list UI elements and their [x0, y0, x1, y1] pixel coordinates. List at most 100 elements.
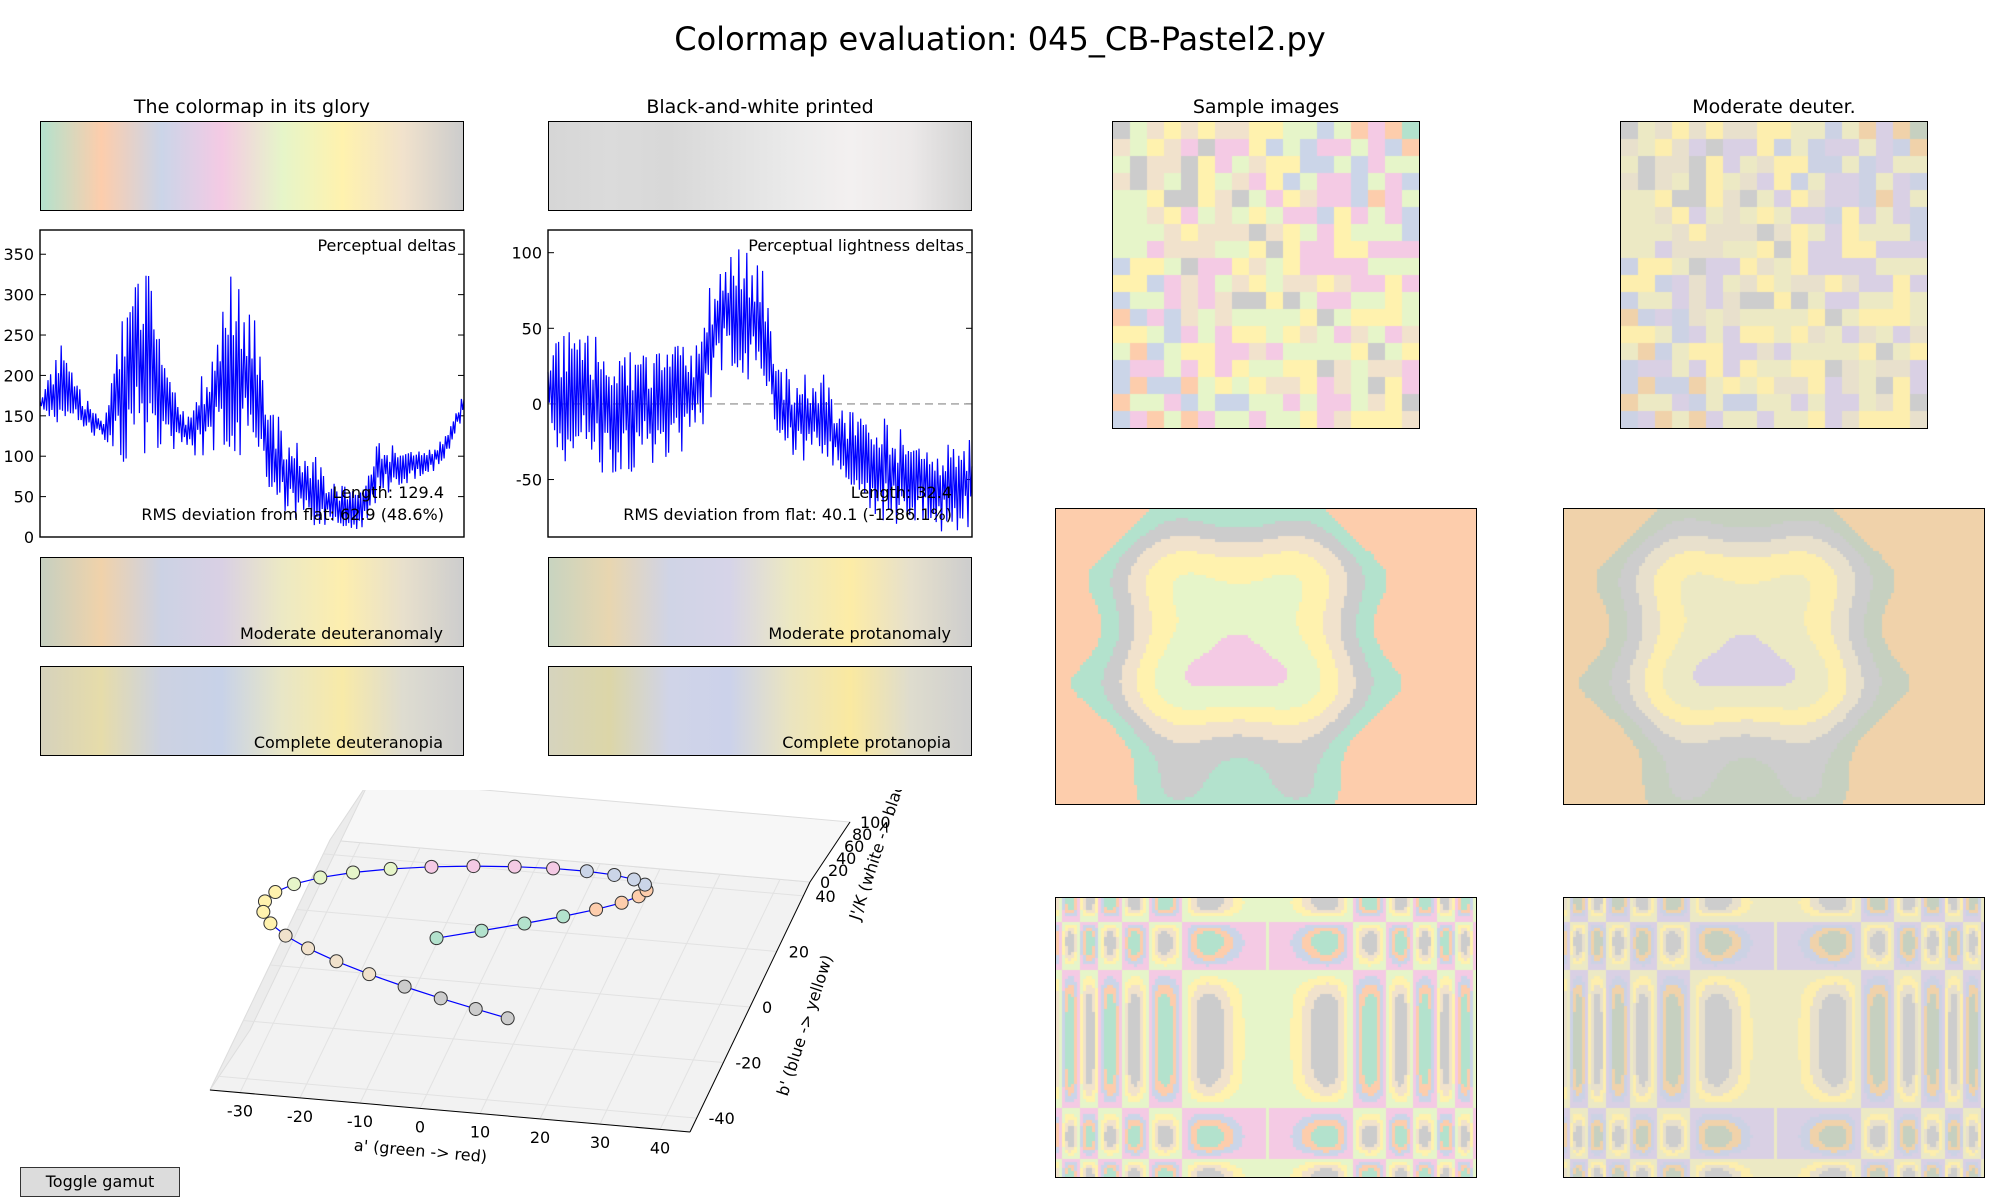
tick-label: 0 — [24, 528, 34, 547]
toggle-gamut-button[interactable]: Toggle gamut — [20, 1167, 180, 1197]
panel-title-deuter: Moderate deuter. — [1692, 96, 1856, 118]
annotation-length: Length: 32.4 — [851, 483, 952, 502]
sample-image-wave-deuter — [1563, 897, 1985, 1178]
x-axis-label: a' (green -> red) — [353, 1136, 488, 1167]
moderate-deuteranomaly-strip: Moderate deuteranomaly — [40, 557, 464, 647]
moderate-protanomaly-strip: Moderate protanomaly — [548, 557, 972, 647]
tick-label: 60 — [844, 837, 864, 856]
gamut-point — [346, 865, 361, 880]
tick-label: 50 — [522, 319, 542, 338]
gamut-point — [383, 861, 398, 876]
tick-label: 40 — [650, 1138, 670, 1157]
complete-deuteranopia-strip: Complete deuteranopia — [40, 666, 464, 756]
colormap-strip — [40, 121, 464, 211]
gamut-3d-chart: -30 -20 -10 0 10 20 30 40-40-200204002040608010… — [209, 790, 912, 1167]
tick-label: -10 — [347, 1112, 373, 1131]
gamut-point — [579, 864, 594, 879]
gamut-point — [589, 902, 604, 917]
strip-label: Moderate protanomaly — [768, 624, 951, 643]
gamut-point — [546, 861, 561, 876]
annotation-length: Length: 129.4 — [333, 483, 444, 502]
tick-label: -40 — [709, 1109, 735, 1128]
gamut-point — [301, 941, 316, 956]
tick-label: 250 — [3, 326, 34, 345]
gamut-point — [429, 931, 444, 946]
tick-label: -20 — [735, 1054, 761, 1073]
tick-label: -20 — [287, 1107, 313, 1126]
tick-label: 10 — [470, 1123, 490, 1142]
tick-label: 100 — [511, 244, 542, 263]
tick-label: 300 — [3, 286, 34, 305]
tick-label: 350 — [3, 245, 34, 264]
gamut-point — [614, 895, 629, 910]
tick-label: 150 — [3, 407, 34, 426]
wave-canvas — [1564, 898, 1984, 1177]
panel-title-bw: Black-and-white printed — [646, 96, 874, 118]
annotation-rms: RMS deviation from flat: 40.1 (-1286.1%) — [623, 505, 952, 524]
tick-label: 100 — [860, 813, 891, 832]
gamut-point — [517, 916, 532, 931]
panel-title-glory: The colormap in its glory — [133, 96, 371, 118]
lightness-deltas-chart: -50 0 50 100 Perceptual lightness deltas Leng… — [511, 229, 973, 538]
gamut-point — [466, 859, 481, 874]
sample-image-pixel-deuter — [1620, 121, 1928, 429]
annotation-rms: RMS deviation from flat: 62.9 (48.6%) — [141, 505, 444, 524]
tick-label: 80 — [852, 825, 872, 844]
tick-label: 0 — [532, 395, 542, 414]
tick-label: 40 — [836, 849, 856, 868]
sample-image-wave-original — [1055, 897, 1477, 1178]
plot-frame — [39, 229, 465, 538]
complete-protanopia-strip: Complete protanopia — [548, 666, 972, 756]
wave-canvas — [1056, 898, 1476, 1177]
delta-series-line — [547, 249, 973, 532]
gamut-point — [507, 859, 522, 874]
ring-canvas — [1564, 509, 1984, 804]
sample-image-ring-original — [1055, 508, 1477, 805]
delta-series-line — [39, 275, 465, 530]
strip-label: Complete protanopia — [782, 733, 951, 752]
pixel-canvas — [1621, 122, 1927, 428]
gamut-point — [474, 923, 489, 938]
figure-title: Colormap evaluation: 045_CB-Pastel2.py — [674, 20, 1326, 58]
gamut-point — [433, 991, 448, 1006]
gamut-point — [362, 967, 377, 982]
tick-label: 0 — [762, 998, 772, 1017]
plot-frame — [547, 229, 973, 538]
tick-label: 20 — [789, 942, 809, 961]
tick-label: 0 — [820, 873, 830, 892]
gamut-point — [287, 877, 302, 892]
panel-title-samples: Sample images — [1192, 96, 1340, 118]
pixel-canvas — [1113, 122, 1419, 428]
tick-label: 30 — [590, 1133, 610, 1152]
tick-label: 200 — [3, 366, 34, 385]
tick-label: 50 — [14, 488, 34, 507]
gamut-point — [556, 909, 571, 924]
tick-label: -30 — [227, 1102, 253, 1121]
gamut-point — [278, 928, 293, 943]
tick-label: -50 — [516, 471, 542, 490]
tick-label: 20 — [828, 861, 848, 880]
gamut-point — [256, 904, 271, 919]
gamut-point — [313, 870, 328, 885]
annotation-top: Perceptual lightness deltas — [748, 236, 964, 255]
gamut-point — [500, 1011, 515, 1026]
tick-label: 20 — [530, 1128, 550, 1147]
gamut-point — [468, 1001, 483, 1016]
gamut-point — [268, 885, 283, 900]
strip-label: Moderate deuteranomaly — [239, 624, 443, 643]
gamut-point — [607, 867, 622, 882]
y-axis-label: b' (blue -> yellow) — [773, 952, 837, 1098]
gamut-point — [397, 979, 412, 994]
bw-strip — [548, 121, 972, 211]
gamut-point — [424, 859, 439, 874]
perceptual-deltas-chart: 0 50 100 150 200 250 300 350 Perceptual deltas Le… — [3, 229, 465, 547]
sample-image-ring-deuter — [1563, 508, 1985, 805]
gamut-point — [263, 916, 278, 931]
tick-label: 0 — [415, 1117, 425, 1136]
tick-label: 100 — [3, 447, 34, 466]
strip-label: Complete deuteranopia — [253, 733, 443, 752]
tick-label: 40 — [815, 887, 835, 906]
gamut-point — [329, 954, 344, 969]
gamut-point — [626, 872, 641, 887]
sample-image-pixel-original — [1112, 121, 1420, 429]
